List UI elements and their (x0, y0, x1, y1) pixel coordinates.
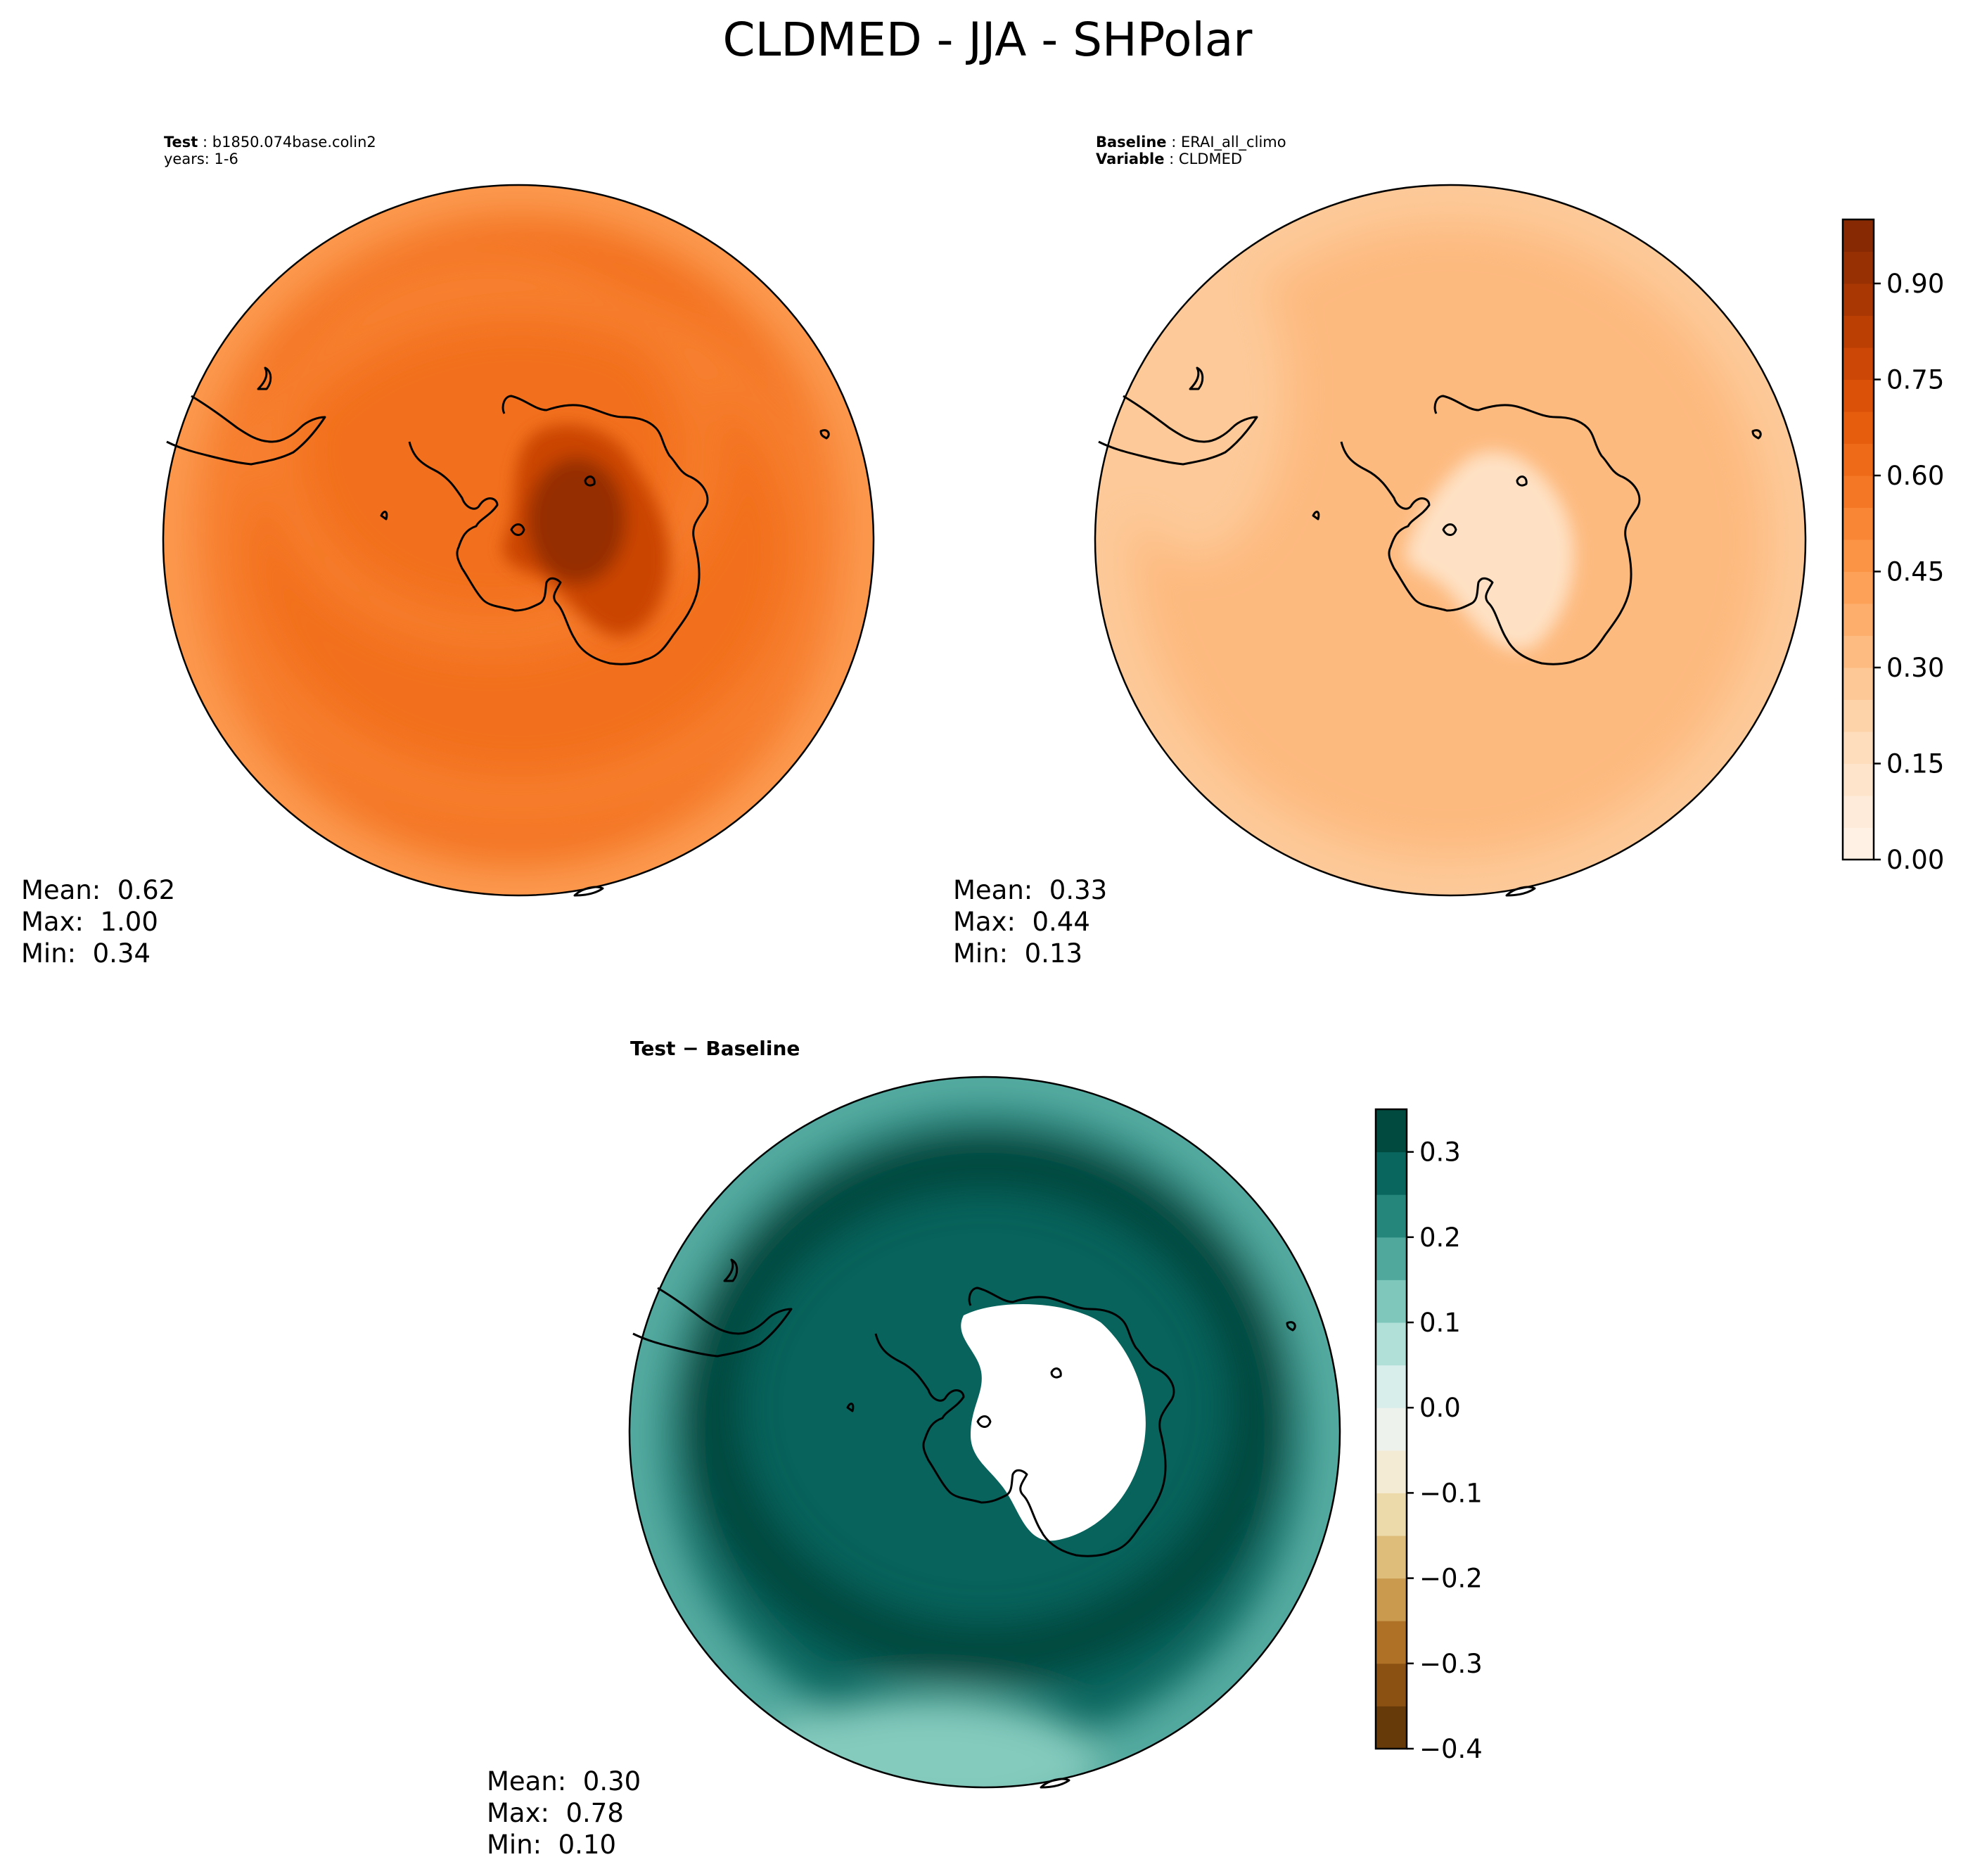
variable-label: Variable (1096, 151, 1165, 167)
colorbar-test-baseline-band (1843, 540, 1874, 572)
colorbar-test-baseline-band (1843, 283, 1874, 316)
colorbar-test-baseline-band (1843, 443, 1874, 476)
test-field-ocean-band (198, 271, 838, 827)
colorbar-test-baseline-frame (1841, 218, 1875, 861)
colorbar-diff-band (1376, 1493, 1407, 1536)
baseline-min: Min: 0.13 (953, 938, 1083, 969)
baseline-coastline (1098, 366, 1762, 897)
diff-header: Test − Baseline (630, 1037, 800, 1060)
baseline-mean: Mean: 0.33 (953, 875, 1108, 905)
colorbar-test-baseline-band (1843, 507, 1874, 540)
baseline-header-value: ERAI_all_climo (1180, 134, 1286, 151)
colorbar-diff-tick-label: 0.2 (1419, 1223, 1461, 1253)
colorbar-test-baseline-band (1843, 571, 1874, 604)
test-coastline (166, 366, 830, 897)
test-min: Min: 0.34 (21, 938, 151, 969)
test-stats: Mean: 0.62 Max: 1.00 Min: 0.34 (21, 874, 175, 969)
colorbar-diff-tick-label: 0.1 (1419, 1308, 1461, 1338)
colorbar-diff-band (1376, 1408, 1407, 1451)
colorbar-diff-band (1376, 1151, 1407, 1195)
colorbar-diff-tick-label: 0.0 (1419, 1393, 1461, 1423)
colorbar-test-baseline: 0.00 0.15 0.30 0.45 0.60 0.75 0.90 (1841, 218, 1944, 875)
colorbar-diff-tick-label: −0.4 (1419, 1734, 1483, 1764)
diff-mean: Mean: 0.30 (487, 1766, 641, 1797)
colorbar-test-baseline-band (1843, 476, 1874, 508)
diff-stats: Mean: 0.30 Max: 0.78 Min: 0.10 (487, 1766, 641, 1861)
test-mean: Mean: 0.62 (21, 875, 176, 905)
test-header-value: b1850.074base.colin2 (212, 134, 376, 151)
colorbar-diff-tick-label: −0.3 (1419, 1649, 1483, 1679)
colorbar-test-baseline-band (1843, 379, 1874, 412)
variable-value: CLDMED (1178, 151, 1243, 167)
colorbar-diff-band (1376, 1450, 1407, 1493)
diff-field-south-low (760, 1695, 1097, 1787)
colorbar-diff-tick-label: −0.1 (1419, 1478, 1483, 1508)
test-header-label: Test (164, 134, 198, 151)
colorbar-diff-frame (1374, 1108, 1408, 1750)
colorbar-test-baseline-tick-label: 0.00 (1886, 845, 1944, 875)
baseline-field-west-low (1104, 232, 1287, 556)
baseline-max: Max: 0.44 (953, 907, 1090, 937)
colorbar-diff-band (1376, 1109, 1407, 1153)
colorbar-test-baseline-band (1843, 763, 1874, 796)
colorbar-diff-band (1376, 1706, 1407, 1749)
colorbar-test-baseline-band (1843, 219, 1874, 252)
colorbar-diff-band (1376, 1280, 1407, 1323)
colorbar-test-baseline-band (1843, 347, 1874, 380)
colorbar-test-baseline-band (1843, 699, 1874, 732)
colorbar-diff-tick-label: −0.2 (1419, 1564, 1483, 1594)
test-field-ocean-band-2 (264, 250, 721, 651)
colorbar-test-baseline-tick-label: 0.30 (1886, 653, 1944, 683)
colorbar-test-baseline-tick-label: 0.90 (1886, 269, 1944, 299)
colorbar-test-baseline-band (1843, 827, 1874, 860)
colorbar-test-baseline-band (1843, 251, 1874, 284)
test-header: Test : b1850.074base.colin2 years: 1-6 (164, 134, 376, 167)
colorbar-test-baseline-tick-label: 0.75 (1886, 365, 1944, 395)
colorbar-test-baseline-tick-label: 0.45 (1886, 557, 1944, 587)
colorbar-diff-tick-label: 0.3 (1419, 1137, 1461, 1168)
baseline-stats: Mean: 0.33 Max: 0.44 Min: 0.13 (953, 874, 1107, 969)
test-map (162, 184, 875, 897)
baseline-header-label: Baseline (1096, 134, 1167, 151)
colorbar-diff-band (1376, 1663, 1407, 1706)
colorbar-test-baseline-band (1843, 668, 1874, 700)
colorbar-test-baseline-band (1843, 732, 1874, 764)
colorbar-test-baseline-tick-label: 0.60 (1886, 461, 1944, 491)
diff-max: Max: 0.78 (487, 1798, 624, 1828)
test-max: Max: 1.00 (21, 907, 158, 937)
colorbar-test-baseline-band (1843, 411, 1874, 444)
diff-field-antarctic-blank (961, 1303, 1146, 1541)
colorbar-diff-band (1376, 1536, 1407, 1579)
test-years: years: 1-6 (164, 151, 238, 167)
baseline-header: Baseline : ERAI_all_climo Variable : CLD… (1096, 134, 1286, 167)
colorbar-diff-band (1376, 1365, 1407, 1408)
diff-min: Min: 0.10 (487, 1830, 617, 1860)
test-field-antarctic-core (528, 457, 626, 584)
diff-map (628, 1076, 1341, 1789)
colorbar-test-baseline-band (1843, 635, 1874, 668)
baseline-field-antarctic-min (1405, 452, 1574, 650)
colorbar-test-baseline-band (1843, 315, 1874, 348)
colorbar-diff-band (1376, 1621, 1407, 1664)
colorbar-diff-band (1376, 1322, 1407, 1366)
colorbar-test-baseline-band (1843, 604, 1874, 636)
colorbar-test-baseline-tick-label: 0.15 (1886, 749, 1944, 779)
colorbar-diff: −0.4 −0.3 −0.2 −0.1 0.0 0.1 0.2 0.3 (1374, 1108, 1483, 1764)
baseline-map (1094, 184, 1807, 897)
figure-title: CLDMED - JJA - SHPolar (722, 13, 1253, 67)
diff-field-ocean-high (682, 1132, 1287, 1681)
colorbar-diff-band (1376, 1578, 1407, 1621)
colorbar-diff-band (1376, 1237, 1407, 1280)
diff-coastline (632, 1258, 1296, 1789)
colorbar-diff-band (1376, 1194, 1407, 1238)
colorbar-test-baseline-band (1843, 796, 1874, 828)
